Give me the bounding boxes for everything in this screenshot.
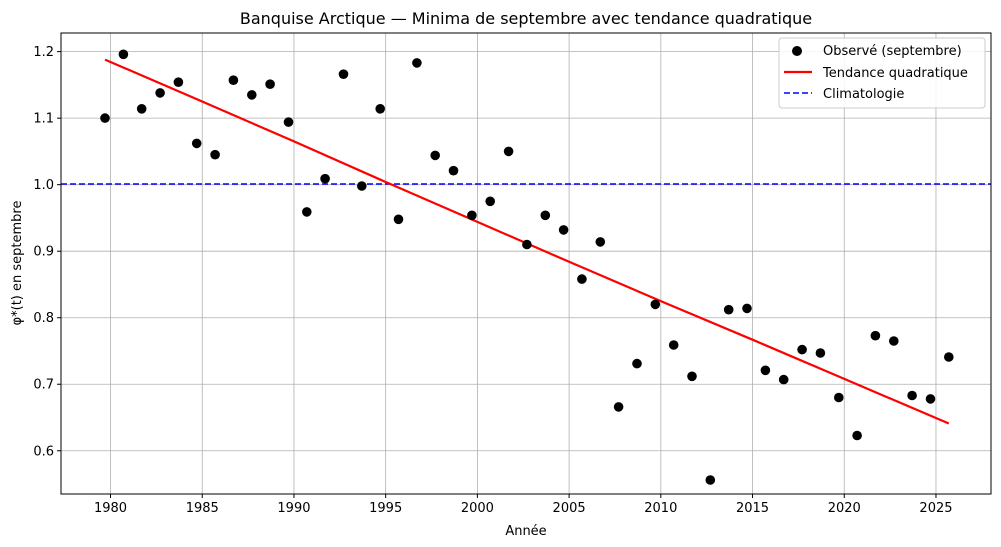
y-tick-label: 0.9 <box>33 245 54 260</box>
observed-point <box>558 225 569 235</box>
x-tick-label: 2015 <box>736 501 769 516</box>
plot-frame <box>60 32 992 495</box>
observed-point <box>723 304 734 315</box>
observed-point <box>705 475 716 485</box>
legend-label-observed: Observé (septembre) <box>823 44 962 59</box>
x-tick-label: 2005 <box>553 501 586 516</box>
observed-point <box>797 344 807 355</box>
observed-point <box>467 210 477 221</box>
observed-point <box>834 392 844 403</box>
observed-point <box>907 390 917 401</box>
observed-point <box>375 104 386 114</box>
observed-point <box>668 340 679 350</box>
y-axis-label: φ*(t) en septembre <box>10 201 25 326</box>
observed-point <box>283 117 294 127</box>
y-tick-label: 1.2 <box>33 45 54 60</box>
observed-point <box>247 90 257 100</box>
observed-point <box>173 77 184 87</box>
observed-point <box>265 79 275 89</box>
observed-point <box>760 365 771 376</box>
y-tick-label: 1.1 <box>33 112 54 127</box>
legend-label-climatology: Climatologie <box>823 87 904 102</box>
observed-point <box>485 196 496 207</box>
observed-point <box>925 394 936 404</box>
x-tick-label: 1995 <box>369 501 402 516</box>
chart-title: Banquise Arctique — Minima de septembre … <box>240 9 812 28</box>
observed-point <box>320 173 330 184</box>
observed-point <box>870 330 881 341</box>
x-tick-label: 1980 <box>94 501 127 516</box>
observed-point <box>503 146 514 157</box>
observed-point <box>302 207 312 217</box>
observed-point <box>412 58 422 68</box>
observed-point <box>944 352 954 362</box>
observed-point <box>393 214 404 225</box>
legend: Observé (septembre) Tendance quadratique… <box>778 37 986 109</box>
ticks: 1980 1985 1990 1995 2000 2005 2010 2015 2020 2025… <box>33 45 952 516</box>
x-tick-label: 2010 <box>644 501 677 516</box>
observed-point <box>815 348 826 358</box>
observed-point <box>191 138 202 149</box>
observed-point <box>650 299 661 310</box>
y-tick-label: 0.7 <box>33 378 54 393</box>
data-layer <box>61 49 991 485</box>
observed-point <box>613 402 624 412</box>
observed-point <box>595 237 606 247</box>
observed-point <box>228 75 239 85</box>
x-axis-label: Année <box>505 524 546 539</box>
y-tick-label: 1.0 <box>33 178 54 193</box>
x-tick-label: 1985 <box>186 501 219 516</box>
observed-point <box>136 104 147 114</box>
observed-point <box>577 274 587 284</box>
legend-marker-observed <box>792 46 802 56</box>
observed-point <box>852 430 862 441</box>
plot-area: 1980 1985 1990 1995 2000 2005 2010 2015 2020 2025… <box>33 32 992 516</box>
x-tick-label: 2025 <box>919 501 952 516</box>
observed-point <box>889 336 899 346</box>
observed-point <box>540 210 551 221</box>
x-tick-label: 2000 <box>461 501 494 516</box>
observed-point <box>100 113 110 123</box>
x-tick-label: 1990 <box>277 501 310 516</box>
observed-point <box>118 49 129 60</box>
observed-point <box>155 88 165 98</box>
y-tick-label: 0.8 <box>33 311 54 326</box>
x-tick-label: 2020 <box>828 501 861 516</box>
observed-point <box>430 150 441 161</box>
y-tick-label: 0.6 <box>33 444 54 459</box>
legend-label-trend: Tendance quadratique <box>822 66 968 81</box>
observed-point <box>632 358 642 369</box>
observed-point <box>742 303 752 314</box>
observed-point <box>687 371 697 382</box>
observed-point <box>522 239 532 250</box>
observed-point <box>357 181 367 191</box>
observed-point <box>338 69 349 79</box>
legend-box <box>778 37 986 109</box>
observed-point <box>778 374 789 385</box>
observed-point <box>448 165 459 176</box>
observed-point <box>210 149 220 160</box>
